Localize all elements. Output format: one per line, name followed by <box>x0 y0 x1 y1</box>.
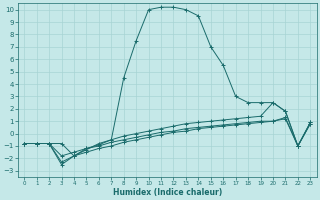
X-axis label: Humidex (Indice chaleur): Humidex (Indice chaleur) <box>113 188 222 197</box>
